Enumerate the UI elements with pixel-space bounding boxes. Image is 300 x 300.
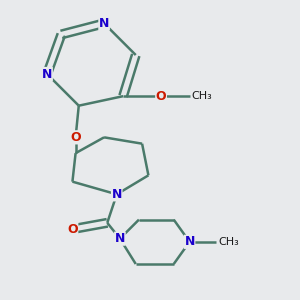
- Text: O: O: [156, 90, 167, 103]
- Text: CH₃: CH₃: [218, 237, 239, 247]
- Text: O: O: [70, 131, 81, 144]
- Text: N: N: [115, 232, 125, 245]
- Text: N: N: [42, 68, 52, 80]
- Text: N: N: [112, 188, 122, 201]
- Text: N: N: [184, 235, 195, 248]
- Text: CH₃: CH₃: [191, 91, 212, 101]
- Text: N: N: [99, 17, 109, 30]
- Text: O: O: [67, 223, 78, 236]
